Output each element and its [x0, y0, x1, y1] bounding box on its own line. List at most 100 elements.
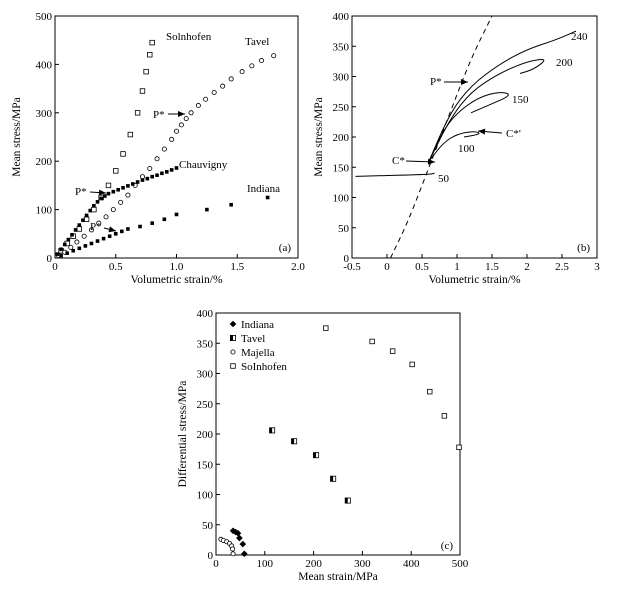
point-indiana — [162, 217, 167, 222]
legend-label-indiana: Indiana — [241, 319, 274, 331]
x-axis-label: Mean strain/MPa — [298, 571, 378, 583]
point-solnhofen — [143, 68, 149, 75]
curve-label-100: 100 — [458, 143, 475, 155]
y-tick-label: 300 — [333, 72, 350, 84]
x-tick-label: 500 — [452, 558, 469, 570]
point-tavel — [147, 165, 153, 171]
legend-label-tavel: Tavel — [241, 333, 265, 345]
point-chauvigny — [160, 171, 164, 176]
legend-marker-tavel-fill — [230, 335, 233, 341]
point-tavel — [239, 69, 245, 75]
point-indiana — [59, 253, 63, 258]
point-indiana — [150, 221, 154, 225]
y-tick-label: 250 — [333, 102, 350, 114]
series-label-chauvigny: Chauvigny — [179, 159, 228, 171]
point-tavel-fill — [330, 476, 334, 482]
c-star-label: C* — [392, 155, 405, 167]
p-star-label: P* — [90, 221, 102, 233]
point-chauvigny — [135, 180, 140, 184]
point-solnhofen — [134, 110, 141, 116]
point-indiana — [232, 528, 239, 536]
point-solnhofen — [147, 52, 153, 58]
x-tick-label: 3 — [594, 261, 600, 273]
c-star-prime-arrow-head — [478, 128, 486, 135]
point-solnhofen — [105, 182, 112, 189]
point-indiana — [89, 241, 94, 246]
point-chauvigny — [103, 194, 107, 198]
point-chauvigny — [121, 186, 125, 190]
point-chauvigny — [92, 203, 96, 208]
legend-marker-indiana — [229, 320, 237, 328]
point-chauvigny — [145, 176, 150, 181]
x-tick-label: 200 — [305, 558, 322, 570]
curve-150 — [428, 92, 509, 162]
x-tick-label: 2 — [524, 261, 530, 273]
y-tick-label: 50 — [202, 520, 214, 532]
curve-240 — [428, 30, 577, 162]
point-tavel — [203, 96, 209, 102]
x-tick-label: 1.5 — [485, 261, 499, 273]
y-tick-label: 50 — [338, 223, 350, 235]
point-soinhofen — [369, 338, 375, 345]
y-axis-label: Mean stress/MPa — [313, 97, 325, 177]
point-solnhofen — [139, 88, 146, 94]
point-chauvigny — [81, 218, 85, 223]
y-tick-label: 400 — [197, 308, 214, 320]
x-tick-label: 100 — [257, 558, 274, 570]
point-chauvigny — [95, 200, 100, 204]
point-indiana — [229, 202, 233, 207]
y-tick-label: 100 — [36, 205, 53, 217]
point-chauvigny — [174, 166, 179, 170]
series-label-tavel: Tavel — [245, 36, 269, 48]
c-star-prime-label: C*' — [506, 128, 521, 140]
point-soinhofen — [441, 413, 448, 419]
point-solnhofen — [127, 131, 134, 138]
y-axis-label: Differential stress/MPa — [177, 381, 189, 488]
point-chauvigny — [164, 170, 169, 174]
point-soinhofen — [409, 361, 415, 368]
curve-label-150: 150 — [512, 94, 529, 106]
y-tick-label: 400 — [36, 59, 53, 71]
point-soinhofen — [323, 325, 329, 331]
panel-tag: (b) — [577, 242, 590, 254]
point-tavel — [173, 128, 179, 134]
point-tavel — [154, 156, 160, 162]
point-indiana — [126, 227, 130, 231]
point-tavel — [183, 116, 189, 122]
point-indiana — [234, 529, 242, 537]
y-tick-label: 150 — [333, 162, 350, 174]
point-chauvigny — [140, 178, 145, 182]
y-tick-label: 250 — [197, 399, 214, 411]
point-tavel — [103, 214, 109, 220]
point-tavel-fill — [313, 452, 317, 458]
plot-area-b — [355, 16, 577, 258]
y-tick-label: 200 — [333, 132, 350, 144]
point-chauvigny — [88, 208, 93, 213]
hydrostat-curve — [390, 16, 493, 258]
point-indiana — [107, 234, 112, 239]
point-chauvigny — [111, 189, 116, 194]
legend-label-soinhofen: SoInhofen — [241, 361, 287, 373]
y-tick-label: 0 — [47, 253, 53, 265]
point-chauvigny — [73, 228, 78, 232]
x-tick-label: 2.5 — [555, 261, 569, 273]
point-solnhofen — [91, 206, 97, 213]
point-soinhofen — [389, 348, 396, 354]
point-tavel — [74, 239, 80, 245]
point-chauvigny — [99, 196, 103, 201]
point-tavel — [139, 174, 145, 180]
legend-marker-majella — [230, 349, 236, 355]
x-tick-label: -0.5 — [343, 261, 361, 273]
point-chauvigny — [77, 223, 82, 227]
x-tick-label: 1 — [454, 261, 460, 273]
x-tick-label: 0 — [52, 261, 58, 273]
point-chauvigny — [55, 252, 60, 256]
point-chauvigny — [66, 237, 71, 242]
y-tick-label: 0 — [344, 253, 350, 265]
point-solnhofen — [113, 168, 119, 174]
p-star-arrow-head — [461, 79, 468, 85]
p-star-label: P* — [430, 76, 442, 88]
x-tick-label: 300 — [354, 558, 371, 570]
point-indiana — [83, 244, 88, 248]
